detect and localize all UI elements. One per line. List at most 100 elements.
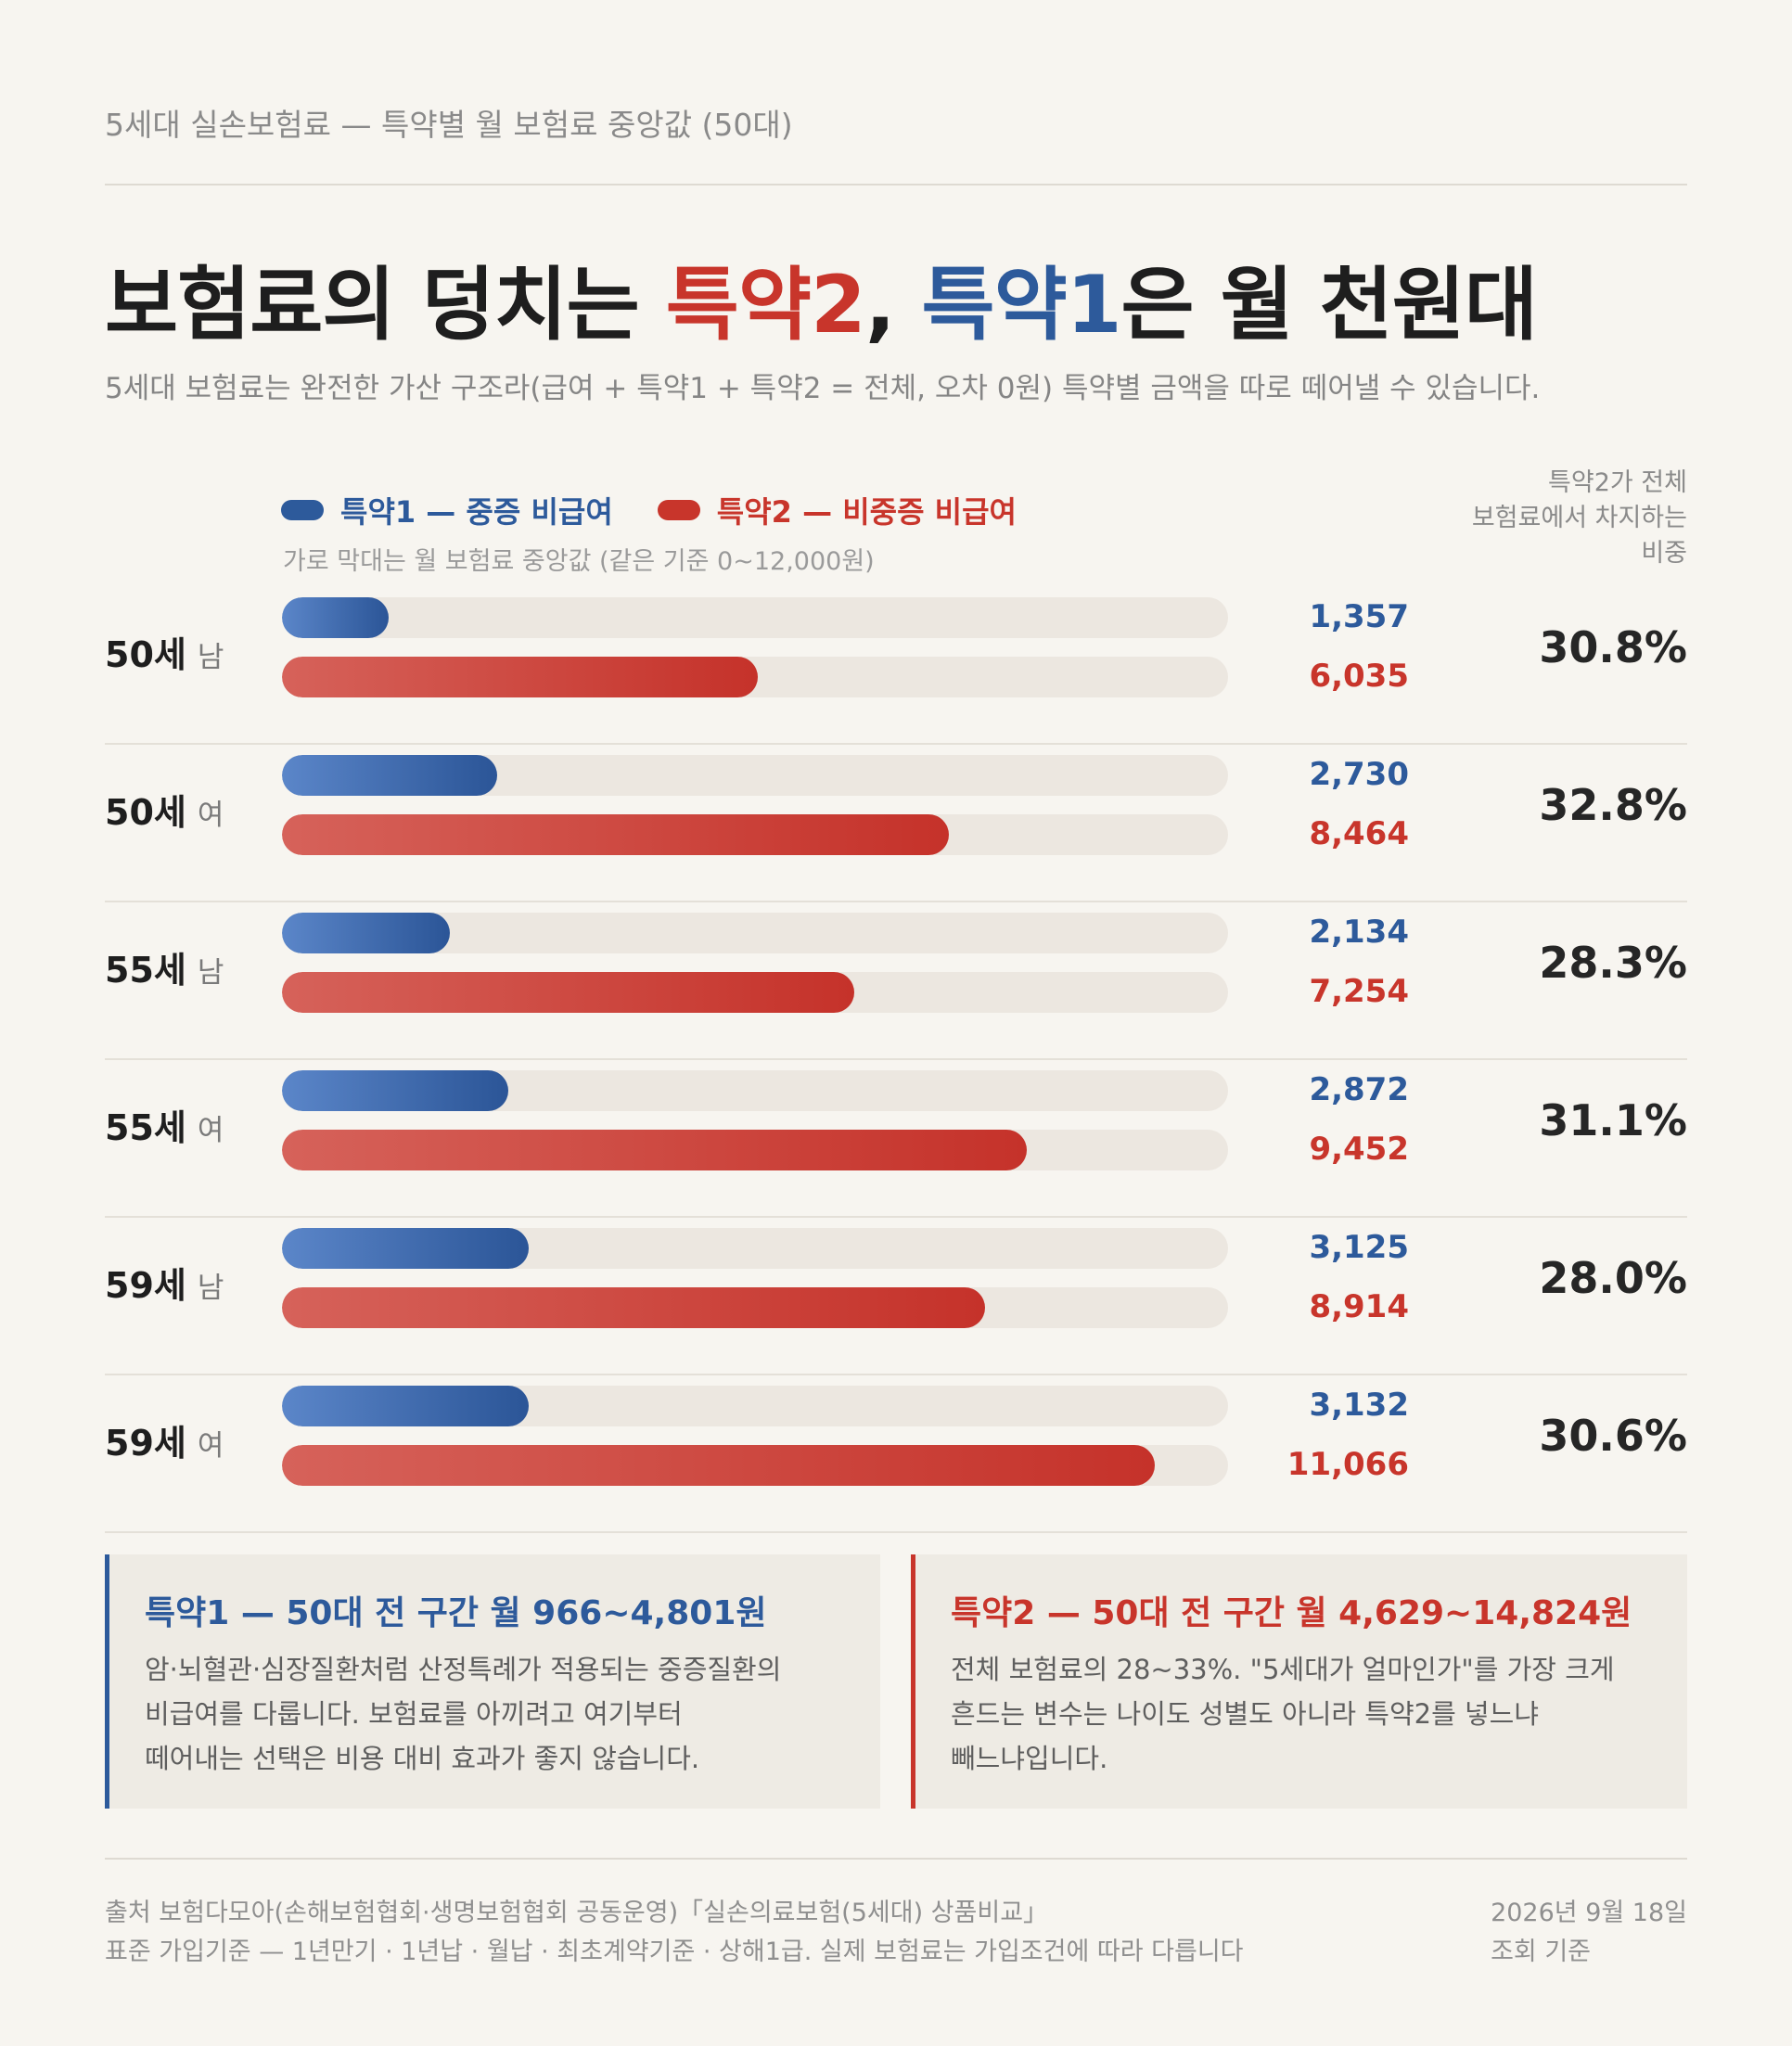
rider2-bar-track: [282, 972, 1228, 1013]
rider1-bar: [282, 597, 390, 638]
headline-part3: 은 월 천원대: [1120, 259, 1538, 352]
rider2-card-body: 전체 보험료의 28~33%. "5세대가 얼마인가"를 가장 크게 흔드는 변…: [951, 1647, 1687, 1781]
footer-date-value: 2026년 9월 18일: [1491, 1899, 1687, 1927]
rider2-share-value: 28.0%: [1539, 1253, 1687, 1303]
headline-part1: 보험료의 덩치는: [105, 259, 666, 352]
row-age-label: 55세: [105, 950, 186, 991]
rider2-value-label: 11,066: [1286, 1446, 1409, 1483]
rider2-bar: [282, 1130, 1028, 1170]
rider2-bar: [282, 657, 758, 697]
footer-criteria-line: 표준 가입기준 — 1년만기 · 1년납 · 월납 · 최초계약기준 · 상해1…: [105, 1937, 1244, 1966]
headline-rider1: 특약1: [921, 259, 1121, 352]
card-body-line: 비급여를 다룹니다. 보험료를 아끼려고 여기부터: [145, 1698, 683, 1730]
rider1-card-title: 특약1 — 50대 전 구간 월 966~4,801원: [145, 1594, 767, 1632]
rider2-share-value: 31.1%: [1539, 1095, 1687, 1145]
eyebrow-title: 5세대 실손보험료 — 특약별 월 보험료 중앙값 (50대): [105, 107, 793, 143]
rider2-share-value: 28.3%: [1539, 938, 1687, 988]
rider1-bar-track: [282, 1070, 1228, 1111]
rider1-value-label: 2,872: [1309, 1071, 1409, 1108]
rider1-value-label: 2,134: [1309, 914, 1409, 951]
row-age-label: 59세: [105, 1265, 186, 1306]
card-body-line: 빼느냐입니다.: [951, 1743, 1108, 1774]
rider2-share-value: 30.6%: [1539, 1411, 1687, 1461]
rider2-value-label: 8,914: [1309, 1288, 1409, 1325]
chart-row: 59세 여 3,132 11,066 30.6%: [105, 1375, 1687, 1533]
rider2-bar: [282, 1445, 1155, 1486]
chart-row: 50세 여 2,730 8,464 32.8%: [105, 745, 1687, 902]
legend-swatch-rider1: [281, 500, 324, 520]
legend-item-rider1: 특약1 — 중증 비급여: [281, 489, 613, 531]
rider1-info-card: 특약1 — 50대 전 구간 월 966~4,801원 암·뇌혈관·심장질환처럼…: [105, 1554, 880, 1809]
row-sex-label: 남: [197, 1272, 224, 1305]
share-column-header: 특약2가 전체 보험료에서 차지하는 비중: [1409, 466, 1687, 571]
rider2-bar-track: [282, 1445, 1228, 1486]
subtitle: 5세대 보험료는 완전한 가산 구조라(급여 + 특약1 + 특약2 = 전체,…: [105, 372, 1541, 405]
rider2-share-value: 32.8%: [1539, 780, 1687, 830]
rider1-bar-track: [282, 1228, 1228, 1269]
row-label: 50세 여: [105, 784, 224, 835]
rider2-bar: [282, 814, 950, 855]
chart-row: 50세 남 1,357 6,035 30.8%: [105, 587, 1687, 745]
rider1-bar-track: [282, 755, 1228, 796]
rider2-bar-track: [282, 657, 1228, 697]
rider2-bar-track: [282, 1130, 1228, 1170]
share-header-line: 비중: [1641, 539, 1687, 568]
row-label: 59세 남: [105, 1257, 224, 1308]
rider1-value-label: 2,730: [1309, 756, 1409, 793]
rider2-card-title: 특약2 — 50대 전 구간 월 4,629~14,824원: [951, 1594, 1632, 1632]
rider1-bar-track: [282, 597, 1228, 638]
rider2-bar: [282, 972, 854, 1013]
top-divider: [105, 184, 1687, 185]
rider1-bar: [282, 1070, 509, 1111]
row-label: 50세 남: [105, 626, 224, 677]
share-header-line: 보험료에서 차지하는: [1471, 504, 1687, 532]
rider2-value-label: 8,464: [1309, 815, 1409, 852]
legend-label-rider2: 특약2 — 비중증 비급여: [716, 494, 1017, 530]
rider1-card-body: 암·뇌혈관·심장질환처럼 산정특례가 적용되는 중증질환의 비급여를 다룹니다.…: [145, 1647, 880, 1781]
rider1-bar: [282, 1386, 530, 1426]
headline: 보험료의 덩치는 특약2, 특약1은 월 천원대: [105, 239, 1538, 355]
rider2-value-label: 9,452: [1309, 1131, 1409, 1168]
footer-date: 2026년 9월 18일 조회 기준: [1491, 1894, 1687, 1972]
rider2-bar-track: [282, 1287, 1228, 1328]
row-age-label: 55세: [105, 1107, 186, 1148]
chart-row: 55세 남 2,134 7,254 28.3%: [105, 902, 1687, 1060]
row-sex-label: 남: [197, 641, 224, 674]
rider1-bar-track: [282, 1386, 1228, 1426]
row-sex-label: 여: [197, 1429, 224, 1463]
rider1-bar: [282, 913, 451, 953]
row-sex-label: 여: [197, 799, 224, 832]
rider2-bar: [282, 1287, 985, 1328]
rider2-bar-track: [282, 814, 1228, 855]
row-label: 59세 여: [105, 1414, 224, 1465]
row-sex-label: 남: [197, 956, 224, 990]
rider1-bar: [282, 1228, 529, 1269]
row-age-label: 59세: [105, 1423, 186, 1464]
row-label: 55세 남: [105, 941, 224, 992]
card-body-line: 흔드는 변수는 나이도 성별도 아니라 특약2를 넣느냐: [951, 1698, 1540, 1730]
bar-chart: 50세 남 1,357 6,035 30.8% 50세 여 2,730 8,464 32.8% 55…: [105, 587, 1687, 1533]
row-age-label: 50세: [105, 634, 186, 675]
rider1-value-label: 3,132: [1309, 1387, 1409, 1424]
headline-rider2: 특약2: [665, 259, 866, 352]
footer-source-line: 출처 보험다모아(손해보험협회·생명보험협회 공동운영)「실손의료보험(5세대)…: [105, 1899, 1049, 1927]
rider1-bar-track: [282, 913, 1228, 953]
legend-label-rider1: 특약1 — 중증 비급여: [340, 494, 613, 530]
rider2-info-card: 특약2 — 50대 전 구간 월 4,629~14,824원 전체 보험료의 2…: [911, 1554, 1687, 1809]
chart-row: 55세 여 2,872 9,452 31.1%: [105, 1060, 1687, 1218]
legend-item-rider2: 특약2 — 비중증 비급여: [657, 489, 1017, 531]
row-age-label: 50세: [105, 792, 186, 833]
bottom-divider: [105, 1858, 1687, 1860]
footer-date-note: 조회 기준: [1491, 1937, 1592, 1966]
row-sex-label: 여: [197, 1114, 224, 1147]
headline-part2: ,: [864, 259, 922, 352]
rider1-value-label: 1,357: [1309, 598, 1409, 635]
rider2-value-label: 6,035: [1309, 658, 1409, 695]
legend-swatch-rider2: [657, 500, 700, 520]
rider1-bar: [282, 755, 498, 796]
row-label: 55세 여: [105, 1099, 224, 1150]
rider2-share-value: 30.8%: [1539, 622, 1687, 672]
legend: 특약1 — 중증 비급여 특약2 — 비중증 비급여: [281, 489, 1061, 531]
card-body-line: 암·뇌혈관·심장질환처럼 산정특례가 적용되는 중증질환의: [145, 1654, 782, 1685]
